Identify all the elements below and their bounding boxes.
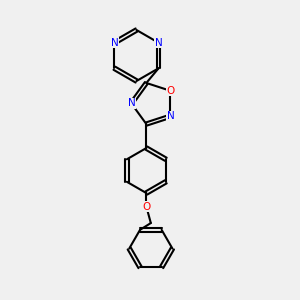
Text: N: N: [110, 38, 118, 48]
Text: N: N: [128, 98, 135, 109]
Text: O: O: [166, 86, 175, 96]
Text: N: N: [155, 38, 163, 48]
Text: O: O: [142, 202, 151, 212]
Text: N: N: [167, 111, 174, 121]
